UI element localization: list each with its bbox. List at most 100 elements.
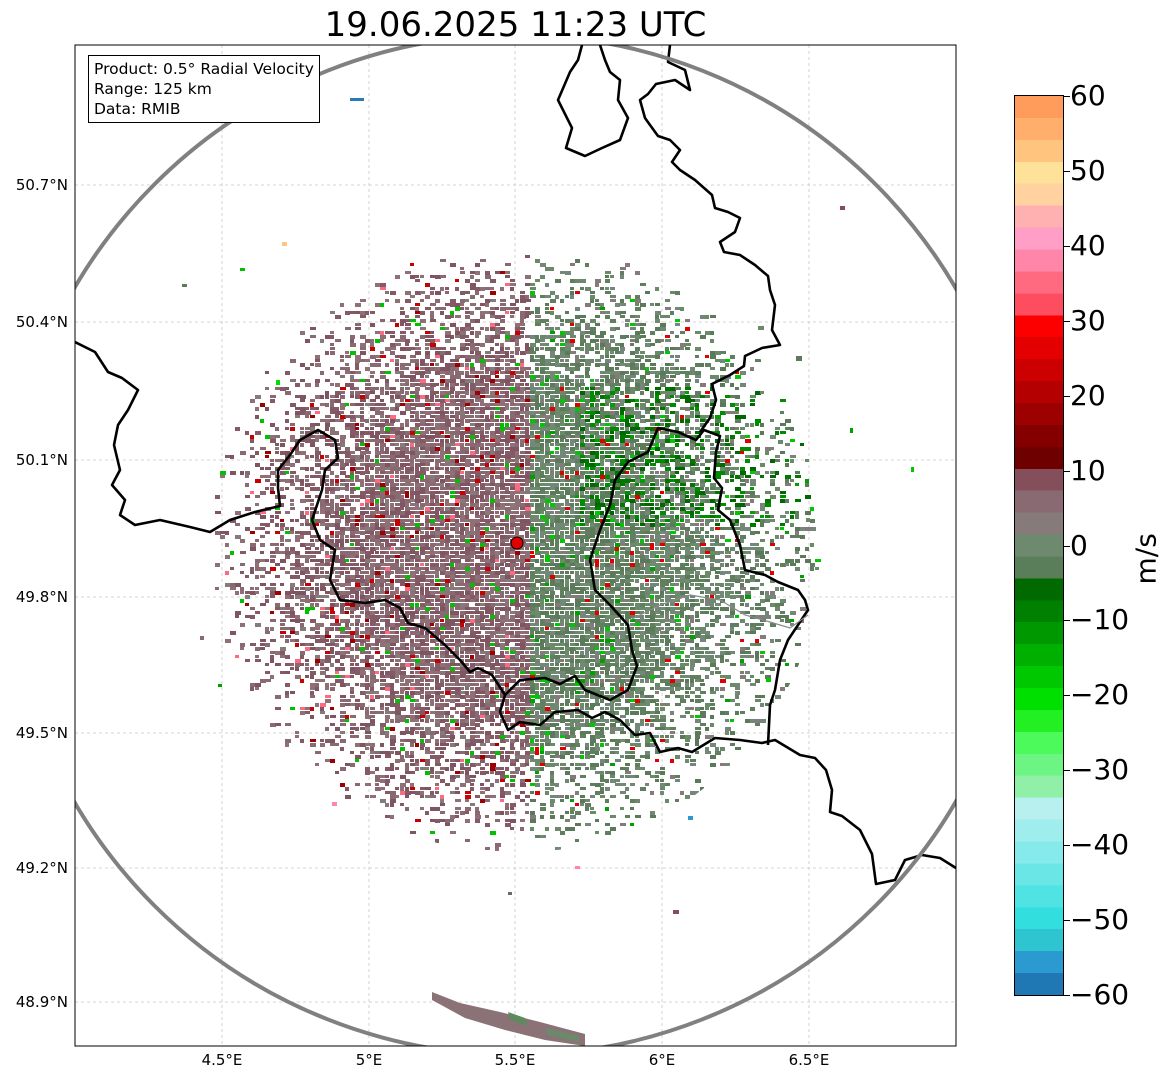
echo-pixel (775, 527, 779, 530)
echo-pixel (645, 547, 650, 551)
echo-pixel (470, 531, 475, 535)
echo-pixel (560, 431, 565, 435)
echo-pixel (655, 535, 661, 539)
echo-pixel (645, 387, 649, 391)
echo-pixel (530, 539, 534, 542)
echo-pixel (720, 563, 724, 567)
echo-pixel (650, 415, 655, 419)
echo-pixel (585, 359, 590, 363)
echo-pixel (390, 435, 395, 438)
echo-pixel (365, 467, 369, 471)
echo-pixel (530, 411, 536, 415)
echo-pixel (565, 311, 569, 314)
echo-pixel (315, 363, 321, 367)
echo-pixel (395, 367, 399, 371)
echo-pixel (460, 343, 466, 347)
echo-pixel (425, 543, 429, 547)
echo-pixel (620, 475, 626, 478)
echo-pixel (700, 519, 704, 522)
echo-pixel (395, 571, 400, 574)
echo-pixel (555, 483, 559, 487)
echo-pixel (480, 511, 485, 515)
echo-pixel (480, 487, 485, 490)
echo-pixel (750, 491, 755, 495)
echo-pixel (650, 531, 655, 534)
echo-pixel (505, 415, 509, 419)
echo-pixel (420, 311, 425, 315)
echo-pixel (585, 483, 589, 487)
echo-pixel (495, 447, 500, 451)
echo-pixel (525, 387, 531, 390)
echo-pixel (470, 451, 476, 455)
echo-pixel (220, 531, 226, 534)
echo-pixel (495, 547, 500, 550)
echo-pixel (640, 511, 645, 515)
echo-pixel (365, 487, 371, 491)
echo-pixel (645, 399, 650, 403)
echo-pixel (480, 535, 484, 538)
echo-pixel (420, 403, 425, 407)
echo-pixel (335, 399, 341, 403)
echo-pixel (470, 415, 474, 418)
echo-pixel (640, 483, 645, 486)
echo-pixel (560, 487, 566, 490)
echo-pixel (425, 283, 430, 287)
echo-pixel (545, 367, 549, 370)
echo-pixel (545, 267, 551, 271)
echo-pixel (420, 483, 424, 486)
echo-pixel (455, 443, 460, 446)
echo-pixel (350, 483, 355, 486)
echo-pixel (335, 459, 340, 462)
echo-pixel (670, 487, 675, 491)
echo-pixel (600, 431, 604, 434)
echo-pixel (370, 543, 374, 546)
echo-pixel (595, 415, 600, 418)
echo-pixel (755, 391, 761, 395)
echo-pixel (635, 399, 639, 402)
echo-pixel (540, 471, 544, 475)
echo-pixel (620, 419, 625, 422)
echo-pixel (330, 487, 336, 491)
echo-pixel (535, 483, 540, 487)
echo-pixel (440, 547, 445, 550)
echo-pixel (625, 399, 631, 403)
echo-pixel (430, 379, 434, 382)
echo-pixel (265, 435, 271, 439)
echo-pixel (530, 567, 536, 570)
echo-pixel (375, 303, 381, 307)
echo-pixel (415, 515, 420, 518)
echo-pixel (575, 403, 580, 407)
echo-pixel (530, 439, 536, 443)
echo-pixel (715, 351, 721, 355)
echo-pixel (405, 375, 410, 378)
echo-pixel (325, 563, 331, 566)
echo-pixel (440, 367, 446, 371)
echo-pixel (610, 375, 615, 379)
echo-pixel (670, 455, 676, 458)
echo-pixel (600, 387, 604, 391)
echo-pixel (605, 499, 611, 502)
echo-pixel (590, 451, 595, 455)
echo-pixel (680, 519, 684, 522)
echo-pixel (460, 563, 465, 567)
echo-pixel (350, 415, 356, 419)
echo-pixel (690, 543, 696, 546)
echo-pixel (360, 415, 364, 419)
echo-pixel (415, 343, 419, 346)
echo-pixel (710, 543, 716, 546)
echo-pixel (510, 447, 516, 451)
echo-pixel (600, 343, 606, 347)
echo-pixel (325, 351, 329, 355)
echo-pixel (470, 271, 476, 274)
echo-pixel (435, 475, 440, 479)
echo-pixel (310, 407, 315, 410)
echo-pixel (585, 263, 589, 267)
echo-pixel (605, 379, 610, 383)
echo-pixel (430, 523, 436, 526)
echo-pixel (400, 355, 406, 359)
echo-pixel (360, 547, 366, 551)
echo-pixel (740, 547, 746, 550)
echo-pixel (480, 503, 485, 507)
echo-pixel (635, 495, 641, 499)
echo-pixel (515, 459, 519, 463)
